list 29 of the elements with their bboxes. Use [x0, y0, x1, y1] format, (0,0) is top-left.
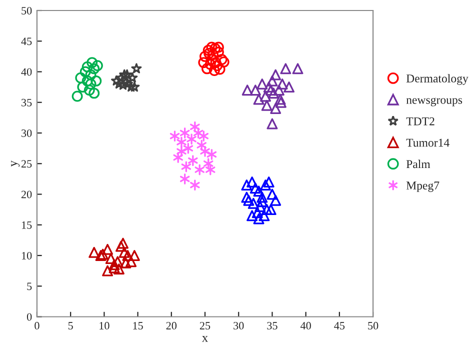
y-tick-label: 45	[21, 38, 32, 46]
x-tick-label: 40	[300, 322, 311, 330]
y-tick-label: 30	[22, 129, 32, 137]
x-tick-label: 30	[234, 322, 244, 330]
y-tick-label: 35	[22, 98, 32, 106]
x-tick-label: 20	[166, 322, 177, 330]
x-tick-label: 35	[267, 322, 278, 330]
x-tick-label: 10	[100, 322, 110, 330]
legend-label: Palm	[406, 160, 430, 168]
x-axis-title: x	[202, 336, 208, 342]
y-axis-title: y	[11, 160, 20, 167]
legend-label: Tumor14	[406, 138, 450, 147]
y-tick-label: 25	[21, 160, 32, 168]
y-tick-label: 40	[21, 68, 32, 76]
legend-label: newsgroups	[406, 98, 462, 106]
y-tick-label: 15	[22, 221, 32, 229]
x-tick-label: 0	[34, 322, 40, 330]
y-tick-label: 50	[22, 6, 32, 14]
legend-label: Dermatology	[406, 74, 468, 85]
y-tick-label: 10	[22, 252, 32, 260]
y-tick-label: 0	[26, 313, 32, 321]
x-tick-label: 45	[334, 322, 345, 330]
x-tick-label: 15	[133, 322, 143, 330]
x-tick-label: 5	[68, 322, 73, 330]
y-tick-label: 20	[21, 190, 32, 198]
legend-label: TDT2	[406, 117, 434, 126]
y-tick-label: 5	[27, 282, 32, 290]
x-tick-label: 25	[200, 322, 210, 330]
x-tick-label: 50	[368, 322, 378, 330]
